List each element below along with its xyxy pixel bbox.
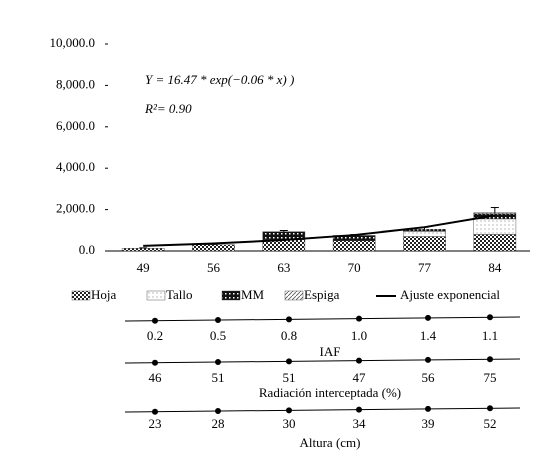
y-tick-label: 2,000.0 — [56, 201, 95, 216]
aux-dot — [215, 359, 221, 366]
aux-dot — [425, 356, 431, 363]
equation: Y = 16.47 * exp(−0.06 * x) ) — [145, 72, 294, 87]
aux-value: 1.0 — [351, 328, 367, 343]
x-tick-label: 63 — [277, 260, 290, 275]
aux-dot — [215, 408, 221, 415]
aux-axis-title: Altura (cm) — [299, 435, 360, 450]
bar-segment — [473, 212, 517, 214]
y-tick-label: 10,000.0 — [50, 35, 96, 50]
x-tick-label: 49 — [137, 260, 150, 275]
x-tick-label: 70 — [348, 260, 361, 275]
aux-dot — [425, 314, 431, 321]
aux-dot — [487, 314, 493, 321]
bar-segment — [121, 248, 165, 252]
aux-value: 0.5 — [210, 328, 226, 343]
aux-value: 1.1 — [482, 328, 498, 343]
y-tick-label: 8,000.0 — [56, 76, 95, 91]
y-tick-label: 4,000.0 — [56, 159, 95, 174]
legend-label: Espiga — [304, 287, 340, 302]
aux-dot — [152, 317, 158, 324]
aux-dot — [286, 358, 292, 365]
aux-value: 28 — [212, 416, 225, 431]
legend-swatch — [71, 290, 91, 301]
error-bar — [490, 207, 499, 213]
y-tick-label: 0.0 — [79, 242, 95, 257]
aux-dot — [152, 408, 158, 415]
bar-segment — [403, 236, 446, 252]
legend-swatch — [146, 290, 166, 301]
aux-axis-title: Radiación interceptada (%) — [259, 385, 401, 400]
bar-segment — [332, 240, 376, 252]
aux-dot — [215, 317, 221, 324]
y-tick-label: 6,000.0 — [56, 118, 95, 133]
bar-segment — [192, 244, 235, 252]
aux-dot — [356, 315, 362, 322]
fit-line — [143, 214, 495, 247]
legend-swatch — [221, 290, 241, 301]
aux-value: 75 — [484, 370, 497, 385]
aux-dot — [487, 405, 493, 412]
aux-dot — [425, 405, 431, 412]
aux-value: 23 — [149, 416, 162, 431]
aux-value: 39 — [422, 416, 435, 431]
aux-value: 34 — [353, 416, 367, 431]
aux-dot — [286, 407, 292, 414]
aux-value: 52 — [484, 416, 497, 431]
aux-value: 0.2 — [147, 328, 163, 343]
aux-value: 30 — [283, 416, 296, 431]
aux-axis — [124, 407, 521, 413]
legend-label: Ajuste exponencial — [400, 287, 500, 302]
aux-dot — [286, 316, 292, 323]
aux-value: 47 — [353, 370, 367, 385]
x-tick-label: 77 — [418, 260, 432, 275]
aux-axis — [124, 358, 521, 364]
aux-value: 0.8 — [281, 328, 297, 343]
aux-dot — [356, 406, 362, 413]
bar-segment — [473, 218, 517, 235]
aux-dot — [487, 356, 493, 363]
aux-value: 1.4 — [420, 328, 437, 343]
legend-swatch — [284, 290, 304, 301]
aux-value: 51 — [212, 370, 225, 385]
legend-label: Hoja — [91, 287, 117, 302]
aux-value: 51 — [283, 370, 296, 385]
r-squared: R²= 0.90 — [144, 101, 192, 116]
aux-value: 56 — [422, 370, 436, 385]
error-bar — [279, 230, 288, 232]
x-tick-label: 84 — [488, 260, 502, 275]
bar-segment — [473, 234, 517, 252]
legend-label: Tallo — [166, 287, 193, 302]
aux-dot — [356, 357, 362, 364]
aux-axis-title: IAF — [320, 344, 341, 359]
aux-dot — [152, 359, 158, 366]
legend-label: MM — [241, 287, 265, 302]
aux-axis — [124, 316, 521, 322]
aux-value: 46 — [149, 370, 163, 385]
x-tick-label: 56 — [207, 260, 221, 275]
bar-segment — [403, 231, 446, 237]
